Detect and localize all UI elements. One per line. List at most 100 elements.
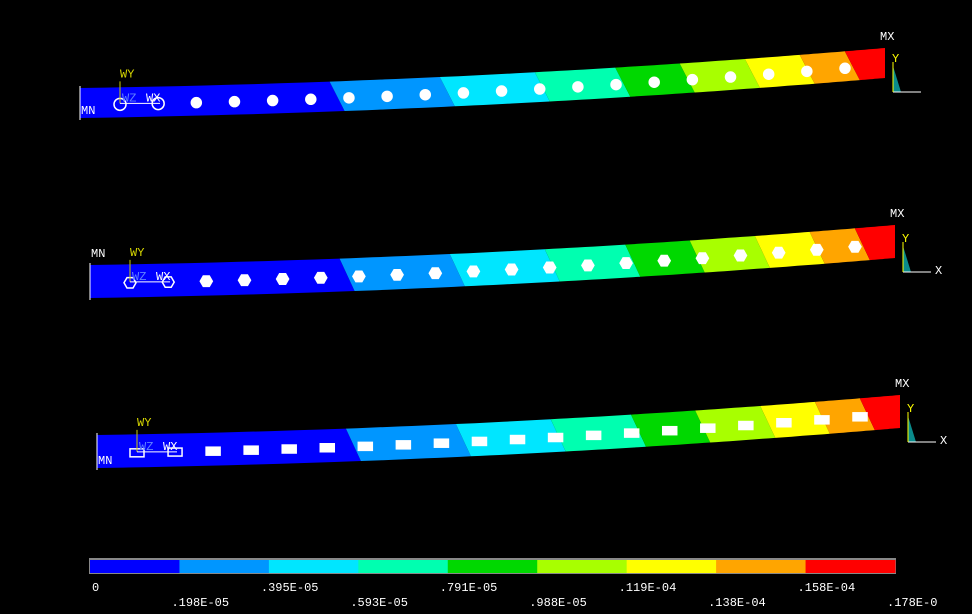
hole (724, 71, 737, 83)
axis-y: Y (892, 52, 899, 66)
triad-wz: WZ (122, 91, 136, 105)
hole (776, 417, 792, 428)
hole (581, 259, 595, 272)
hole (686, 73, 699, 86)
min-label: MN (91, 247, 105, 261)
hole (275, 273, 290, 285)
legend-label: .791E-05 (440, 581, 498, 595)
hole (237, 274, 252, 287)
hole (809, 243, 824, 256)
legend-swatch (447, 560, 538, 573)
hole (648, 76, 660, 88)
hole (848, 240, 862, 253)
hole (738, 420, 754, 431)
legend-swatch (268, 560, 359, 573)
hole (762, 68, 775, 80)
legend-label: .138E-04 (708, 596, 766, 610)
axis-marker (903, 246, 911, 272)
legend-swatch (358, 560, 449, 573)
contour-band (695, 406, 776, 443)
hole (190, 96, 203, 109)
legend-swatch (805, 560, 896, 573)
hole (228, 95, 241, 108)
legend-swatch (179, 560, 270, 573)
contour-band (90, 258, 355, 298)
triad-wx: WX (156, 270, 170, 284)
contour-band (814, 398, 875, 434)
hole (357, 441, 374, 452)
legend-label: 0 (92, 581, 99, 595)
min-label: MN (81, 104, 95, 118)
hole (547, 432, 564, 443)
legend-label: .158E-04 (798, 581, 856, 595)
legend-label: .198E-05 (171, 596, 229, 610)
hole (542, 261, 557, 274)
hole (657, 254, 672, 267)
legend-label: .178E-0 (887, 596, 937, 610)
contour-band (449, 249, 560, 287)
hole (814, 415, 830, 425)
hole (610, 78, 622, 91)
contour-band (844, 48, 885, 81)
hole (205, 446, 221, 456)
legend-label: .119E-04 (619, 581, 677, 595)
hole (585, 430, 602, 441)
hole (852, 412, 868, 422)
contour-band (97, 428, 361, 468)
hole (504, 263, 519, 276)
axis-x: X (935, 264, 942, 278)
legend-swatch (716, 560, 807, 573)
hole (700, 423, 716, 433)
hole (281, 444, 297, 454)
hole (266, 94, 279, 107)
hole (533, 83, 546, 95)
contour-band (679, 59, 760, 93)
axis-marker (908, 416, 916, 442)
axis-y: Y (907, 402, 914, 416)
triad-wx: WX (146, 91, 160, 105)
axis-y: Y (902, 232, 909, 246)
hole (419, 88, 432, 101)
hole (390, 268, 404, 281)
legend-swatch (90, 560, 180, 573)
axis-x: X (940, 434, 947, 448)
hole (352, 270, 366, 283)
hole (395, 440, 412, 450)
hole (661, 425, 678, 436)
max-label: MX (895, 377, 909, 391)
hole (343, 92, 355, 104)
hole (623, 428, 640, 438)
legend-label: .593E-05 (350, 596, 408, 610)
contour-band (799, 51, 860, 84)
legend-swatch (537, 560, 628, 573)
hole (495, 85, 508, 97)
contour-band (760, 401, 830, 438)
hole (471, 436, 488, 447)
contour-band (439, 72, 550, 107)
hole (839, 62, 851, 75)
contour-band (689, 236, 770, 273)
min-label: MN (98, 454, 112, 468)
legend-label: .395E-05 (261, 581, 319, 595)
contour-band (854, 225, 895, 261)
hole (466, 265, 481, 278)
max-label: MX (880, 30, 894, 44)
triad-wy: WY (137, 416, 151, 430)
hole (619, 257, 633, 270)
triad-wz: WZ (139, 440, 153, 454)
hole (199, 275, 214, 288)
hole (123, 276, 137, 289)
hole (433, 438, 450, 448)
triad-wy: WY (120, 67, 134, 81)
contour-band (744, 54, 815, 88)
hole (457, 87, 470, 99)
hole (428, 267, 443, 280)
hole (243, 445, 259, 455)
hole (733, 249, 748, 262)
legend-swatch (626, 560, 717, 573)
contour-band (809, 228, 870, 264)
hole (771, 246, 786, 259)
legend-label: .988E-05 (529, 596, 587, 610)
hole (381, 90, 393, 103)
contour-band (754, 231, 825, 268)
